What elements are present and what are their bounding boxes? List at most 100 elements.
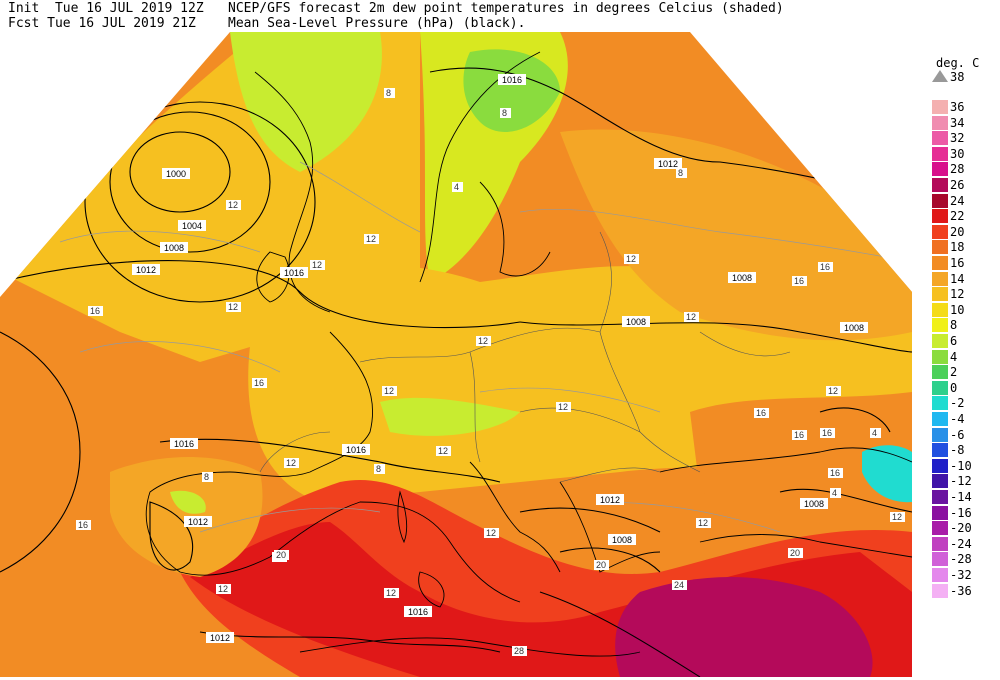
legend-label: 24 xyxy=(950,193,965,208)
legend-item: -10 xyxy=(928,458,988,475)
map-subtitle: Mean Sea-Level Pressure (hPa) (black). xyxy=(228,16,526,31)
legend-top-arrow-icon xyxy=(932,70,948,82)
legend-item: -4 xyxy=(928,412,988,428)
legend-top-label: 38 xyxy=(950,70,965,84)
legend-label: 26 xyxy=(950,178,965,192)
legend-label: -12 xyxy=(950,474,972,489)
isobar-label: 1016 xyxy=(404,606,432,617)
dewpoint-label: 12 xyxy=(216,584,231,594)
dewpoint-label: 12 xyxy=(382,386,397,396)
svg-text:1012: 1012 xyxy=(600,495,620,505)
isobar-label: 1012 xyxy=(596,494,624,505)
legend-label: -2 xyxy=(950,396,965,411)
legend-swatch xyxy=(932,146,948,161)
svg-text:12: 12 xyxy=(486,528,496,538)
isobar-label: 1012 xyxy=(132,264,160,275)
legend-item: -8 xyxy=(928,443,988,459)
legend-item: -16 xyxy=(928,505,988,522)
svg-text:1012: 1012 xyxy=(210,633,230,643)
svg-text:20: 20 xyxy=(276,550,286,560)
dewpoint-label: 12 xyxy=(436,446,451,456)
turkey-orange xyxy=(690,392,912,516)
svg-text:1016: 1016 xyxy=(408,607,428,617)
svg-text:1016: 1016 xyxy=(502,75,522,85)
map-title-header: NCEP/GFS forecast 2m dew point temperatu… xyxy=(228,1,784,31)
legend-label: 32 xyxy=(950,131,965,146)
legend-item: 36 xyxy=(928,100,988,116)
legend-swatch xyxy=(932,396,948,411)
legend-swatch xyxy=(932,536,948,551)
legend-swatch xyxy=(932,380,948,395)
legend-label: 6 xyxy=(950,334,958,348)
forecast-time-header: Init Tue 16 JUL 2019 12Z Fcst Tue 16 JUL… xyxy=(8,1,204,31)
dewpoint-label: 12 xyxy=(226,302,241,312)
legend-label: 20 xyxy=(950,224,965,239)
dewpoint-label: 16 xyxy=(88,306,103,316)
caspian-cyan xyxy=(862,445,912,503)
legend-item: 18 xyxy=(928,240,988,256)
legend-label: 34 xyxy=(950,115,965,130)
svg-text:16: 16 xyxy=(794,430,804,440)
dewpoint-label: 8 xyxy=(374,464,385,474)
svg-text:12: 12 xyxy=(698,518,708,528)
svg-text:12: 12 xyxy=(286,458,296,468)
legend-item: 30 xyxy=(928,146,988,163)
legend-label: -24 xyxy=(950,536,972,551)
legend-swatch xyxy=(932,365,948,380)
dewpoint-label: 12 xyxy=(696,518,711,528)
legend-swatch xyxy=(932,474,948,489)
svg-text:4: 4 xyxy=(832,488,837,498)
svg-text:1016: 1016 xyxy=(346,445,366,455)
dewpoint-label: 20 xyxy=(274,550,289,560)
legend-swatch xyxy=(932,490,948,504)
forecast-time: Fcst Tue 16 JUL 2019 21Z xyxy=(8,16,196,31)
dewpoint-labels: 8 12 12 12 12 12 12 16 16 16 16 16 16 12… xyxy=(76,88,905,656)
legend-item: -2 xyxy=(928,396,988,412)
dewpoint-label: 12 xyxy=(684,312,699,322)
legend-label: -28 xyxy=(950,552,972,567)
legend-swatch xyxy=(932,427,948,442)
svg-text:1008: 1008 xyxy=(626,317,646,327)
legend-item: -32 xyxy=(928,568,988,584)
legend-swatch xyxy=(932,458,948,473)
legend-swatch xyxy=(932,552,948,567)
dewpoint-label: 4 xyxy=(830,488,841,498)
legend-swatch xyxy=(932,271,948,286)
isobar-labels: 1000 1004 1008 1012 1016 1016 1016 1016 … xyxy=(132,74,868,643)
svg-text:12: 12 xyxy=(386,588,396,598)
svg-text:24: 24 xyxy=(674,580,684,590)
dewpoint-label: 12 xyxy=(476,336,491,346)
svg-text:12: 12 xyxy=(438,446,448,456)
isobar-label: 1012 xyxy=(206,632,234,643)
legend-swatch xyxy=(932,334,948,348)
legend-label: -8 xyxy=(950,443,965,458)
legend-item: -28 xyxy=(928,552,988,568)
svg-text:16: 16 xyxy=(254,378,264,388)
legend-label: 4 xyxy=(950,349,958,364)
country-borders xyxy=(259,231,791,483)
dewpoint-label: 12 xyxy=(364,234,379,244)
svg-text:12: 12 xyxy=(892,512,902,522)
legend-swatch xyxy=(932,240,948,255)
dewpoint-label: 8 xyxy=(676,168,687,178)
dewpoint-label: 16 xyxy=(820,428,835,438)
alps-green xyxy=(380,397,520,436)
legend-item: 20 xyxy=(928,224,988,241)
svg-text:20: 20 xyxy=(596,560,606,570)
legend-swatch xyxy=(932,178,948,192)
dewpoint-label: 20 xyxy=(594,560,609,570)
isobar-label: 1012 xyxy=(654,158,682,169)
isobar-label: 1008 xyxy=(728,272,756,283)
svg-text:1012: 1012 xyxy=(188,517,208,527)
svg-text:8: 8 xyxy=(204,472,209,482)
dewpoint-label: 12 xyxy=(826,386,841,396)
map-title: NCEP/GFS forecast 2m dew point temperatu… xyxy=(228,1,784,16)
svg-text:12: 12 xyxy=(228,200,238,210)
isobar-label: 1016 xyxy=(170,438,198,449)
legend-item: 34 xyxy=(928,115,988,132)
svg-text:12: 12 xyxy=(558,402,568,412)
svg-text:1008: 1008 xyxy=(844,323,864,333)
dewpoint-label: 8 xyxy=(202,472,213,482)
dewpoint-label: 4 xyxy=(452,182,463,192)
legend-item: 24 xyxy=(928,193,988,210)
